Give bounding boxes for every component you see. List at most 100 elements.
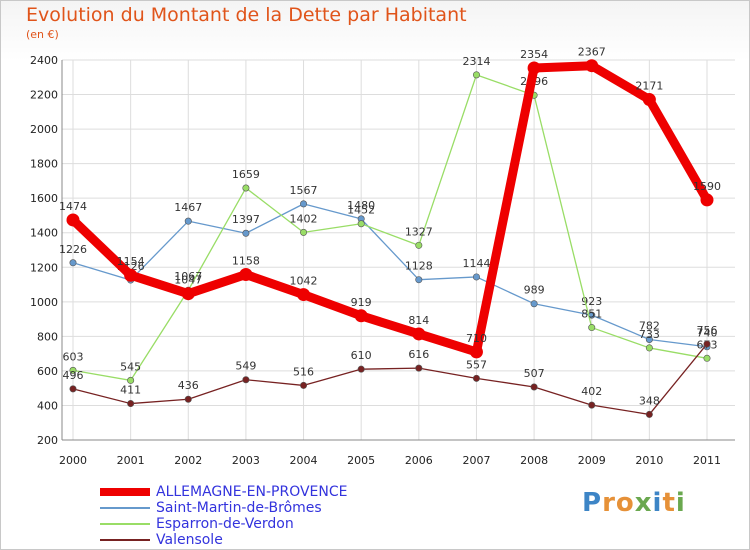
- legend-swatch: [100, 539, 150, 541]
- y-tick-label: 600: [37, 365, 58, 378]
- data-label-saint-martin-de-bromes: 1226: [59, 243, 87, 256]
- x-tick-label: 2007: [462, 454, 490, 467]
- data-point-esparron-de-verdon: [703, 354, 711, 362]
- data-label-allemagne-en-provence: 2171: [635, 80, 663, 93]
- data-point-valensole: [69, 385, 77, 393]
- logo-letter: i: [652, 488, 663, 518]
- data-label-valensole: 402: [581, 385, 602, 398]
- data-label-valensole: 756: [697, 324, 718, 337]
- data-label-saint-martin-de-bromes: 989: [524, 284, 545, 297]
- data-point-valensole: [588, 401, 596, 409]
- data-point-valensole: [242, 376, 250, 384]
- data-point-allemagne-en-provence: [66, 213, 80, 227]
- x-tick-label: 2010: [635, 454, 663, 467]
- data-label-valensole: 610: [351, 349, 372, 362]
- data-label-allemagne-en-provence: 1154: [117, 255, 145, 268]
- series-line-valensole: [72, 343, 708, 416]
- logo-letter: o: [615, 488, 635, 518]
- legend-swatch: [100, 523, 150, 525]
- chart-unit: (en €): [26, 28, 59, 41]
- data-label-saint-martin-de-bromes: 782: [639, 319, 660, 332]
- data-point-allemagne-en-provence: [585, 59, 599, 73]
- legend-swatch: [100, 488, 150, 496]
- data-point-esparron-de-verdon: [127, 376, 135, 384]
- data-label-allemagne-en-provence: 2354: [520, 48, 548, 61]
- x-tick-label: 2000: [59, 454, 87, 467]
- data-point-valensole: [415, 364, 423, 372]
- plot-area: [62, 60, 735, 440]
- y-tick-label: 2200: [30, 89, 58, 102]
- legend-item-allemagne-en-provence: ALLEMAGNE-EN-PROVENCE: [100, 484, 420, 500]
- data-label-esparron-de-verdon: 2314: [462, 55, 490, 68]
- data-point-esparron-de-verdon: [69, 366, 77, 374]
- data-label-allemagne-en-provence: 2367: [578, 46, 606, 59]
- data-label-esparron-de-verdon: 1067: [174, 270, 202, 283]
- data-label-saint-martin-de-bromes: 1397: [232, 213, 260, 226]
- data-label-esparron-de-verdon: 1659: [232, 168, 260, 181]
- data-point-allemagne-en-provence: [700, 193, 714, 207]
- data-point-valensole: [300, 381, 308, 389]
- data-label-saint-martin-de-bromes: 740: [697, 327, 718, 340]
- y-tick-label: 1800: [30, 158, 58, 171]
- legend-label: Esparron-de-Verdon: [156, 516, 294, 532]
- data-point-esparron-de-verdon: [357, 220, 365, 228]
- data-point-esparron-de-verdon: [242, 184, 250, 192]
- data-point-saint-martin-de-bromes: [242, 229, 250, 237]
- data-label-valensole: 549: [235, 360, 256, 373]
- data-label-allemagne-en-provence: 1158: [232, 255, 260, 268]
- data-point-allemagne-en-provence: [297, 288, 311, 302]
- x-tick-label: 2008: [520, 454, 548, 467]
- legend-label: Saint-Martin-de-Brômes: [156, 500, 322, 516]
- data-label-valensole: 616: [408, 348, 429, 361]
- y-tick-label: 200: [37, 434, 58, 447]
- data-label-esparron-de-verdon: 1452: [347, 204, 375, 217]
- legend-label: Valensole: [156, 532, 223, 548]
- data-label-valensole: 496: [63, 369, 84, 382]
- data-label-allemagne-en-provence: 1042: [290, 275, 318, 288]
- data-label-saint-martin-de-bromes: 1567: [290, 184, 318, 197]
- y-tick-label: 1200: [30, 261, 58, 274]
- data-point-esparron-de-verdon: [645, 344, 653, 352]
- logo-letter: P: [582, 488, 603, 518]
- data-label-saint-martin-de-bromes: 1480: [347, 199, 375, 212]
- legend-label: ALLEMAGNE-EN-PROVENCE: [156, 484, 348, 500]
- data-label-allemagne-en-provence: 1590: [693, 180, 721, 193]
- data-point-esparron-de-verdon: [415, 241, 423, 249]
- series-line-saint-martin-de-bromes: [72, 203, 708, 348]
- data-point-valensole: [530, 383, 538, 391]
- data-label-valensole: 348: [639, 394, 660, 407]
- series-line-esparron-de-verdon: [72, 74, 708, 382]
- data-label-valensole: 516: [293, 365, 314, 378]
- x-tick-label: 2011: [693, 454, 721, 467]
- data-point-valensole: [184, 395, 192, 403]
- data-point-saint-martin-de-bromes: [300, 200, 308, 208]
- data-label-valensole: 436: [178, 379, 199, 392]
- data-label-allemagne-en-provence: 919: [351, 296, 372, 309]
- data-point-allemagne-en-provence: [527, 61, 541, 75]
- data-label-allemagne-en-provence: 1474: [59, 200, 87, 213]
- data-label-allemagne-en-provence: 814: [408, 314, 429, 327]
- legend-item-esparron-de-verdon: Esparron-de-Verdon: [100, 516, 420, 532]
- data-point-valensole: [645, 410, 653, 418]
- data-point-valensole: [703, 340, 711, 348]
- data-point-allemagne-en-provence: [469, 345, 483, 359]
- data-point-saint-martin-de-bromes: [415, 276, 423, 284]
- data-point-esparron-de-verdon: [588, 324, 596, 332]
- logo-letter: i: [675, 488, 686, 518]
- data-label-esparron-de-verdon: 1327: [405, 225, 433, 238]
- x-tick-label: 2001: [117, 454, 145, 467]
- y-tick-label: 1000: [30, 296, 58, 309]
- y-tick-label: 1600: [30, 192, 58, 205]
- data-label-valensole: 411: [120, 384, 141, 397]
- data-point-allemagne-en-provence: [124, 268, 138, 282]
- data-point-saint-martin-de-bromes: [472, 273, 480, 281]
- data-point-allemagne-en-provence: [642, 93, 656, 107]
- data-point-saint-martin-de-bromes: [645, 335, 653, 343]
- x-tick-label: 2006: [405, 454, 433, 467]
- data-label-esparron-de-verdon: 851: [581, 308, 602, 321]
- data-point-valensole: [127, 400, 135, 408]
- y-tick-label: 800: [37, 330, 58, 343]
- data-label-esparron-de-verdon: 545: [120, 360, 141, 373]
- chart-title: Evolution du Montant de la Dette par Hab…: [26, 4, 467, 26]
- data-point-esparron-de-verdon: [472, 71, 480, 79]
